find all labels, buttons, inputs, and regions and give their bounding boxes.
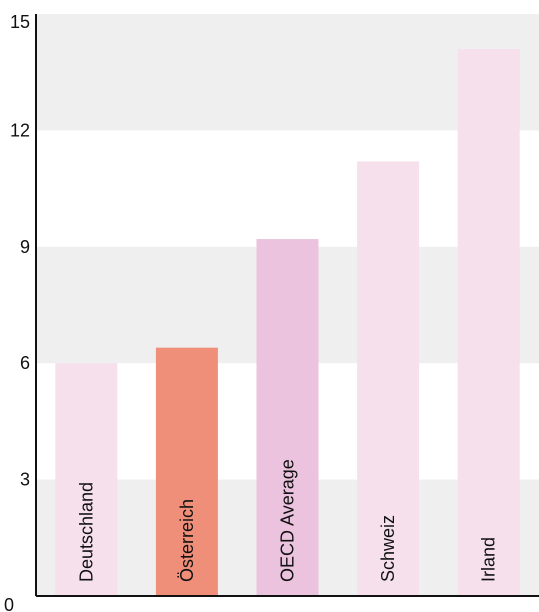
bar-label: OECD Average — [278, 459, 298, 582]
y-axis-ticks: 0 3 6 9 12 15 — [4, 12, 30, 612]
bar--sterreich — [155, 347, 218, 596]
bar-oecd-average — [256, 239, 319, 597]
bar-labels-group: Deutschland Österreich OECD Average Schweiz… — [76, 459, 498, 582]
bar-label: Irland — [479, 537, 499, 582]
bar-schweiz — [357, 161, 420, 596]
bar-label: Österreich — [177, 499, 197, 582]
y-tick-label: 0 — [4, 595, 14, 612]
bar-irland — [457, 48, 520, 597]
bars-group — [55, 48, 520, 597]
y-tick-label: 15 — [10, 12, 30, 32]
bar-deutschland — [55, 363, 118, 596]
y-tick-label: 6 — [20, 353, 30, 373]
bar-label: Deutschland — [76, 482, 96, 582]
y-tick-label: 12 — [10, 120, 30, 140]
y-tick-label: 3 — [20, 470, 30, 490]
y-tick-label: 9 — [20, 237, 30, 257]
bar-label: Schweiz — [378, 515, 398, 582]
grid-band — [36, 14, 539, 131]
